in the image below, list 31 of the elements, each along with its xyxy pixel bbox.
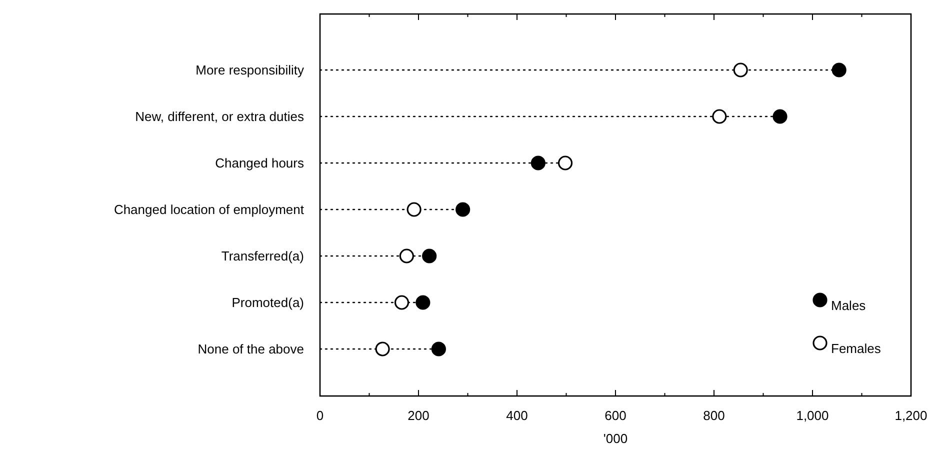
point [456,202,470,217]
point [406,202,422,217]
x-tick-label: 1,000 [796,408,829,423]
point [530,156,546,170]
x-tick-label: 800 [703,408,725,423]
x-tick-label: 200 [408,408,430,423]
point [558,156,573,170]
point [733,62,748,78]
y-tick-label: Promoted(a) [232,295,304,310]
y-tick-label: More responsibility [196,62,304,78]
x-tick-label: 400 [506,408,528,423]
point [416,295,430,310]
point [431,342,446,356]
point [772,109,788,124]
y-tick-label: Changed hours [215,156,304,170]
point [422,248,437,264]
y-tick-label: None of the above [198,342,304,356]
legend-label: Females [831,341,882,356]
legend-label: Males [831,298,866,313]
point [394,295,410,310]
x-tick-label: 600 [604,408,626,423]
point [399,248,414,264]
y-tick-label: Transferred(a) [221,248,304,264]
point [375,342,390,356]
x-tick-label: 1,200 [894,408,928,423]
point [832,62,846,78]
point [712,109,727,124]
y-tick-label: Changed location of employment [114,202,304,217]
y-tick-label: New, different, or extra duties [135,109,304,124]
x-tick-label: 0 [316,408,324,423]
x-axis-title: '000 [603,431,628,446]
